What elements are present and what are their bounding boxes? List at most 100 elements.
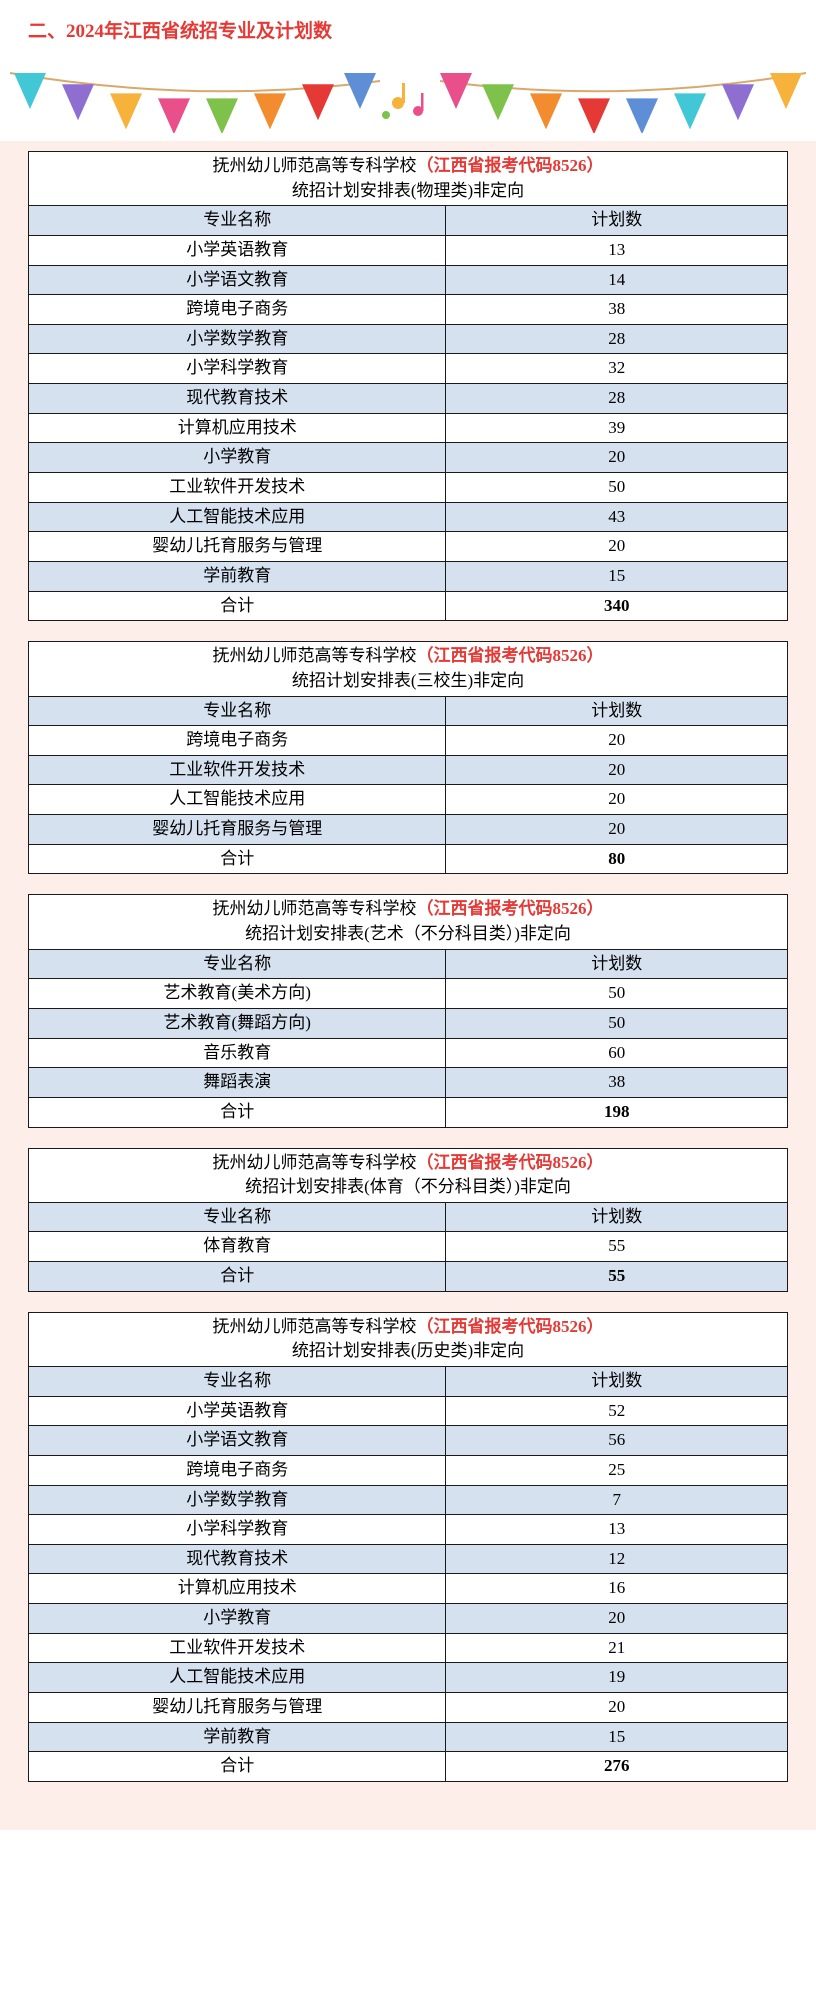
- table-row: 小学教育20: [29, 1604, 788, 1634]
- table-row: 人工智能技术应用20: [29, 785, 788, 815]
- table-row: 小学数学教育28: [29, 324, 788, 354]
- table-title: 抚州幼儿师范高等专科学校（江西省报考代码8526）统招计划安排表(历史类)非定向: [29, 1312, 788, 1366]
- plan-count: 15: [446, 1722, 788, 1752]
- exam-code: （江西省报考代码8526）: [417, 1317, 604, 1336]
- plan-count: 60: [446, 1038, 788, 1068]
- table-row: 现代教育技术28: [29, 384, 788, 414]
- subtitle: 统招计划安排表(艺术（不分科目类）)非定向: [245, 924, 571, 943]
- table-row: 工业软件开发技术20: [29, 755, 788, 785]
- major-name: 现代教育技术: [29, 1544, 446, 1574]
- table-row: 艺术教育(舞蹈方向)50: [29, 1008, 788, 1038]
- total-row: 合计198: [29, 1097, 788, 1127]
- table-row: 体育教育55: [29, 1232, 788, 1262]
- table-row: 艺术教育(美术方向)50: [29, 979, 788, 1009]
- table-row: 小学英语教育13: [29, 235, 788, 265]
- plan-count: 16: [446, 1574, 788, 1604]
- total-label: 合计: [29, 844, 446, 874]
- major-name: 工业软件开发技术: [29, 1633, 446, 1663]
- plan-count: 52: [446, 1396, 788, 1426]
- tables-container: 抚州幼儿师范高等专科学校（江西省报考代码8526）统招计划安排表(物理类)非定向…: [0, 141, 816, 1830]
- table-row: 工业软件开发技术50: [29, 473, 788, 503]
- plan-table: 抚州幼儿师范高等专科学校（江西省报考代码8526）统招计划安排表(物理类)非定向…: [28, 151, 788, 621]
- total-row: 合计55: [29, 1262, 788, 1292]
- total-label: 合计: [29, 1752, 446, 1782]
- major-name: 跨境电子商务: [29, 726, 446, 756]
- table-title: 抚州幼儿师范高等专科学校（江西省报考代码8526）统招计划安排表(物理类)非定向: [29, 152, 788, 206]
- plan-count: 13: [446, 1515, 788, 1545]
- column-header-count: 计划数: [446, 949, 788, 979]
- section-heading: 二、2024年江西省统招专业及计划数: [0, 0, 816, 55]
- major-name: 现代教育技术: [29, 384, 446, 414]
- table-row: 小学数学教育7: [29, 1485, 788, 1515]
- column-header-count: 计划数: [446, 1202, 788, 1232]
- total-label: 合计: [29, 591, 446, 621]
- table-row: 计算机应用技术39: [29, 413, 788, 443]
- total-value: 340: [446, 591, 788, 621]
- table-row: 人工智能技术应用43: [29, 502, 788, 532]
- plan-count: 21: [446, 1633, 788, 1663]
- plan-table: 抚州幼儿师范高等专科学校（江西省报考代码8526）统招计划安排表(三校生)非定向…: [28, 641, 788, 874]
- school-name: 抚州幼儿师范高等专科学校: [213, 1317, 417, 1336]
- column-header-name: 专业名称: [29, 1202, 446, 1232]
- plan-count: 56: [446, 1426, 788, 1456]
- exam-code: （江西省报考代码8526）: [417, 899, 604, 918]
- plan-count: 13: [446, 235, 788, 265]
- school-name: 抚州幼儿师范高等专科学校: [213, 899, 417, 918]
- plan-count: 50: [446, 979, 788, 1009]
- column-header-name: 专业名称: [29, 696, 446, 726]
- major-name: 体育教育: [29, 1232, 446, 1262]
- plan-count: 38: [446, 1068, 788, 1098]
- table-row: 学前教育15: [29, 1722, 788, 1752]
- exam-code: （江西省报考代码8526）: [417, 1153, 604, 1172]
- plan-count: 39: [446, 413, 788, 443]
- subtitle: 统招计划安排表(体育（不分科目类）)非定向: [245, 1177, 571, 1196]
- plan-count: 50: [446, 473, 788, 503]
- column-header-count: 计划数: [446, 696, 788, 726]
- table-row: 小学英语教育52: [29, 1396, 788, 1426]
- major-name: 小学语文教育: [29, 265, 446, 295]
- major-name: 学前教育: [29, 561, 446, 591]
- total-value: 80: [446, 844, 788, 874]
- major-name: 跨境电子商务: [29, 1455, 446, 1485]
- major-name: 学前教育: [29, 1722, 446, 1752]
- major-name: 小学英语教育: [29, 1396, 446, 1426]
- total-row: 合计340: [29, 591, 788, 621]
- major-name: 小学语文教育: [29, 1426, 446, 1456]
- column-header-name: 专业名称: [29, 949, 446, 979]
- major-name: 小学数学教育: [29, 324, 446, 354]
- table-title: 抚州幼儿师范高等专科学校（江西省报考代码8526） 统招计划安排表(艺术（不分科目…: [29, 895, 788, 949]
- plan-count: 20: [446, 785, 788, 815]
- table-row: 舞蹈表演38: [29, 1068, 788, 1098]
- total-value: 276: [446, 1752, 788, 1782]
- plan-table: 抚州幼儿师范高等专科学校（江西省报考代码8526）统招计划安排表(历史类)非定向…: [28, 1312, 788, 1782]
- table-row: 音乐教育60: [29, 1038, 788, 1068]
- plan-count: 55: [446, 1232, 788, 1262]
- table-row: 计算机应用技术16: [29, 1574, 788, 1604]
- major-name: 舞蹈表演: [29, 1068, 446, 1098]
- table-row: 小学语文教育14: [29, 265, 788, 295]
- plan-table: 抚州幼儿师范高等专科学校（江西省报考代码8526） 统招计划安排表(艺术（不分科目…: [28, 894, 788, 1127]
- exam-code: （江西省报考代码8526）: [417, 646, 604, 665]
- plan-count: 20: [446, 755, 788, 785]
- exam-code: （江西省报考代码8526）: [417, 156, 604, 175]
- major-name: 计算机应用技术: [29, 413, 446, 443]
- total-row: 合计276: [29, 1752, 788, 1782]
- major-name: 小学科学教育: [29, 354, 446, 384]
- column-header-name: 专业名称: [29, 1366, 446, 1396]
- subtitle: 统招计划安排表(三校生)非定向: [292, 671, 524, 690]
- major-name: 婴幼儿托育服务与管理: [29, 532, 446, 562]
- major-name: 婴幼儿托育服务与管理: [29, 1693, 446, 1723]
- table-title: 抚州幼儿师范高等专科学校（江西省报考代码8526）统招计划安排表(三校生)非定向: [29, 642, 788, 696]
- table-row: 学前教育15: [29, 561, 788, 591]
- major-name: 小学英语教育: [29, 235, 446, 265]
- major-name: 艺术教育(舞蹈方向): [29, 1008, 446, 1038]
- table-row: 现代教育技术12: [29, 1544, 788, 1574]
- table-row: 跨境电子商务20: [29, 726, 788, 756]
- column-header-count: 计划数: [446, 1366, 788, 1396]
- table-row: 婴幼儿托育服务与管理20: [29, 532, 788, 562]
- table-row: 婴幼儿托育服务与管理20: [29, 1693, 788, 1723]
- plan-count: 20: [446, 532, 788, 562]
- plan-count: 20: [446, 443, 788, 473]
- table-row: 小学科学教育13: [29, 1515, 788, 1545]
- plan-count: 20: [446, 1693, 788, 1723]
